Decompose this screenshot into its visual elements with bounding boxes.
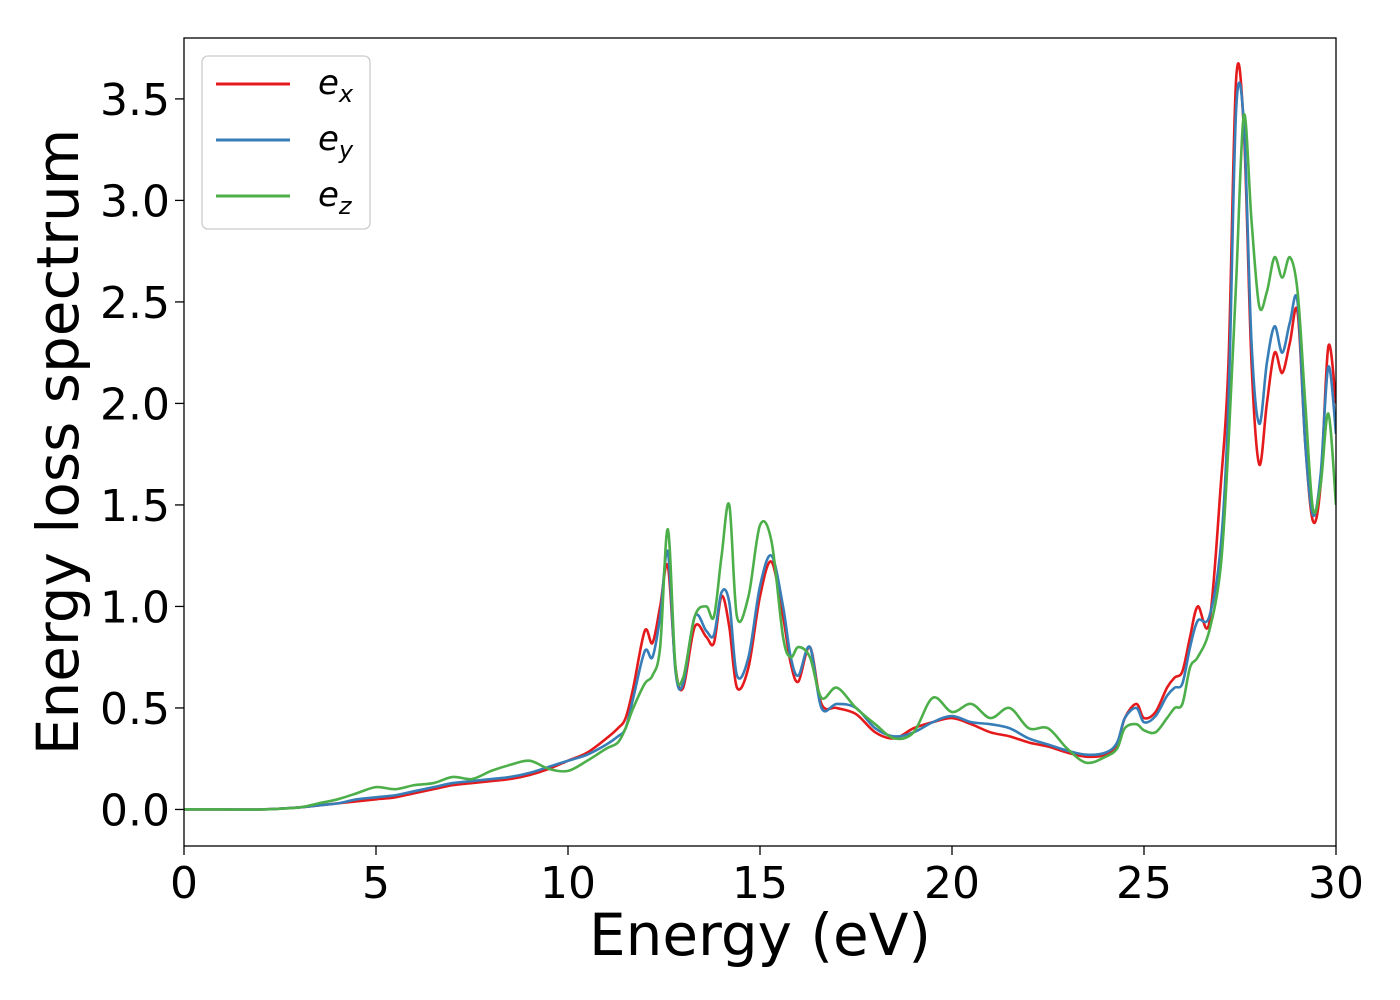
y-axis-title: Energy loss spectrum bbox=[24, 129, 92, 755]
y-tick-label: 3.0 bbox=[100, 176, 170, 227]
x-tick-label: 0 bbox=[170, 858, 198, 909]
legend-label-base: e bbox=[318, 175, 339, 215]
legend-label: ex bbox=[318, 63, 354, 108]
x-tick-label: 20 bbox=[924, 858, 980, 909]
legend-label-subscript: z bbox=[338, 192, 353, 220]
legend-label-base: e bbox=[318, 119, 339, 159]
y-tick-label: 2.0 bbox=[100, 379, 170, 430]
series-line-ez bbox=[184, 113, 1336, 811]
legend-box bbox=[201, 55, 371, 230]
legend-label-subscript: y bbox=[338, 136, 354, 164]
y-tick-label: 2.5 bbox=[100, 278, 170, 329]
y-tick-label: 1.0 bbox=[100, 582, 170, 633]
series-layer bbox=[184, 62, 1336, 811]
y-axis: 0.0 0.5 1.0 1.5 2.0 2.5 3.0 3.5 bbox=[100, 75, 184, 836]
y-tick-label: 3.5 bbox=[100, 75, 170, 126]
x-tick-label: 25 bbox=[1116, 858, 1172, 909]
series-line-ey bbox=[184, 81, 1336, 811]
y-tick-label: 1.5 bbox=[100, 481, 170, 532]
x-tick-label: 10 bbox=[540, 858, 596, 909]
x-axis: 0 5 10 15 20 25 30 bbox=[170, 846, 1364, 909]
y-tick-label: 0.5 bbox=[100, 684, 170, 735]
legend-label: ey bbox=[318, 119, 354, 164]
legend-label-subscript: x bbox=[338, 80, 354, 108]
plot-area bbox=[184, 38, 1336, 846]
y-tick-label: 0.0 bbox=[100, 785, 170, 836]
legend-label: ez bbox=[318, 175, 353, 220]
legend-label-base: e bbox=[318, 63, 339, 103]
x-tick-label: 15 bbox=[732, 858, 788, 909]
x-axis-title: Energy (eV) bbox=[589, 901, 931, 969]
x-tick-label: 30 bbox=[1308, 858, 1364, 909]
x-tick-label: 5 bbox=[362, 858, 390, 909]
